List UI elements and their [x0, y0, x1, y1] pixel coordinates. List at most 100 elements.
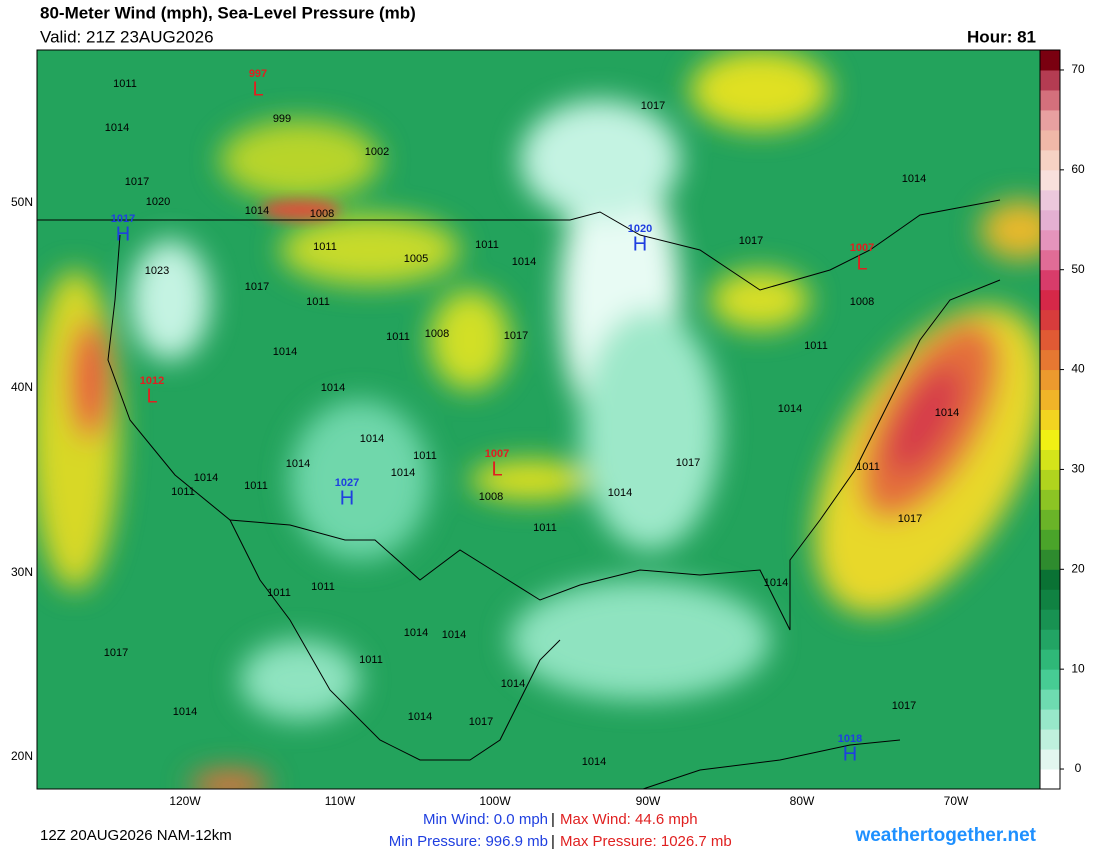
isobar-label: 1023: [145, 265, 169, 277]
isobar-label: 1017: [125, 176, 149, 188]
isobar-label: 1020: [146, 196, 170, 208]
colorbar-segment: [1040, 50, 1060, 71]
isobar-label: 1014: [902, 173, 926, 185]
colorbar-segment: [1040, 309, 1060, 331]
longitude-label: 90W: [636, 794, 661, 808]
isobar-label: 1011: [856, 461, 880, 473]
pressure-center-value: 1007: [485, 448, 509, 460]
pressure-center-value: 997: [249, 68, 267, 80]
colorbar-segment: [1040, 429, 1060, 450]
isobar-label: 1011: [804, 340, 828, 352]
colorbar-segment: [1040, 489, 1060, 510]
isobar-label: 1017: [739, 235, 763, 247]
colorbar-segment: [1040, 469, 1060, 490]
isobar-label: 1011: [359, 654, 383, 666]
longitude-label: 70W: [944, 794, 969, 808]
isobar-label: 1014: [360, 433, 384, 445]
colorbar-segment: [1040, 169, 1060, 191]
pressure-center-value: 1018: [838, 733, 862, 745]
isobar-label: 1005: [404, 253, 428, 265]
colorbar-segment: [1040, 689, 1060, 710]
pressure-center-value: 1027: [335, 477, 359, 489]
isobar-label: 1014: [778, 403, 802, 415]
isobar-label: 1017: [504, 330, 528, 342]
pressure-center-symbol: H: [633, 233, 647, 255]
isobar-label: 1011: [533, 522, 557, 534]
pressure-center-value: 1017: [111, 213, 135, 225]
isobar-label: 1017: [892, 700, 916, 712]
colorbar-segment: [1040, 89, 1060, 111]
title: 80-Meter Wind (mph), Sea-Level Pressure …: [40, 3, 416, 22]
colorbar-segment: [1040, 389, 1060, 411]
isobar-label: 1014: [245, 205, 269, 217]
separator: |: [551, 833, 555, 850]
isobar-label: 1017: [245, 281, 269, 293]
isobar-label: 1011: [413, 450, 437, 462]
isobar-label: 1017: [676, 457, 700, 469]
colorbar-tick-label: 60: [1071, 162, 1085, 176]
isobar-label: 1017: [469, 716, 493, 728]
pressure-center-symbol: L: [491, 458, 502, 480]
isobar-label: 1011: [244, 480, 268, 492]
isobar-label: 1002: [365, 146, 389, 158]
pressure-center-symbol: H: [116, 223, 130, 245]
max-wind: Max Wind: 44.6 mph: [560, 811, 698, 828]
colorbar-segment: [1040, 609, 1060, 630]
isobar-label: 1014: [512, 256, 536, 268]
colorbar-tick-label: 40: [1071, 362, 1085, 376]
isobar-label: 1014: [391, 467, 415, 479]
pressure-center-value: 1007: [850, 242, 874, 254]
separator: |: [551, 811, 555, 828]
isobar-label: 1011: [113, 78, 137, 90]
colorbar-segment: [1040, 709, 1060, 730]
isobar-label: 1017: [898, 513, 922, 525]
isobar-label: 1011: [311, 581, 335, 593]
borders: [37, 199, 1001, 789]
colorbar-segment: [1040, 529, 1060, 550]
isobar-label: 1011: [267, 587, 291, 599]
colorbar-segment: [1040, 589, 1060, 610]
longitude-label: 110W: [325, 794, 356, 808]
run-info: 12Z 20AUG2026 NAM-12km: [40, 827, 232, 844]
colorbar-tick-label: 10: [1071, 661, 1085, 675]
isobar-label: 1008: [425, 328, 449, 340]
colorbar-segment: [1040, 769, 1060, 790]
longitude-label: 120W: [169, 794, 201, 808]
isobar-label: 999: [273, 113, 291, 125]
pressure-center-value: 1020: [628, 223, 652, 235]
isobar-label: 1011: [306, 296, 330, 308]
colorbar-segment: [1040, 109, 1060, 131]
isobar-label: 1014: [286, 458, 310, 470]
pressure-center-symbol: L: [146, 385, 157, 407]
colorbar-segment: [1040, 209, 1060, 231]
longitude-label: 100W: [479, 794, 511, 808]
isobar-label: 1014: [105, 122, 129, 134]
isobar-label: 1014: [321, 382, 345, 394]
colorbar-segment: [1040, 649, 1060, 670]
colorbar-segment: [1040, 549, 1060, 570]
isobar-label: 1014: [442, 629, 466, 641]
latitude-label: 30N: [11, 565, 33, 579]
colorbar-tick-label: 0: [1075, 761, 1082, 775]
latitude-label: 50N: [11, 195, 33, 209]
colorbar-segment: [1040, 269, 1060, 291]
pressure-center-symbol: H: [843, 743, 857, 765]
isobar-label: 1014: [173, 706, 197, 718]
colorbar-segment: [1040, 249, 1060, 271]
min-pressure: Min Pressure: 996.9 mb: [389, 833, 548, 850]
max-pressure: Max Pressure: 1026.7 mb: [560, 833, 732, 850]
colorbar-segment: [1040, 289, 1060, 311]
longitude-label: 80W: [790, 794, 815, 808]
colorbar-segment: [1040, 749, 1060, 770]
colorbar-segment: [1040, 129, 1060, 151]
isobar-label: 1014: [608, 487, 632, 499]
colorbar-segment: [1040, 509, 1060, 530]
colorbar-segment: [1040, 349, 1060, 371]
colorbar-segment: [1040, 189, 1060, 211]
pressure-center-value: 1012: [140, 375, 164, 387]
colorbar-tick-label: 30: [1071, 462, 1085, 476]
isobar-label: 1011: [171, 486, 195, 498]
colorbar-segment: [1040, 69, 1060, 91]
